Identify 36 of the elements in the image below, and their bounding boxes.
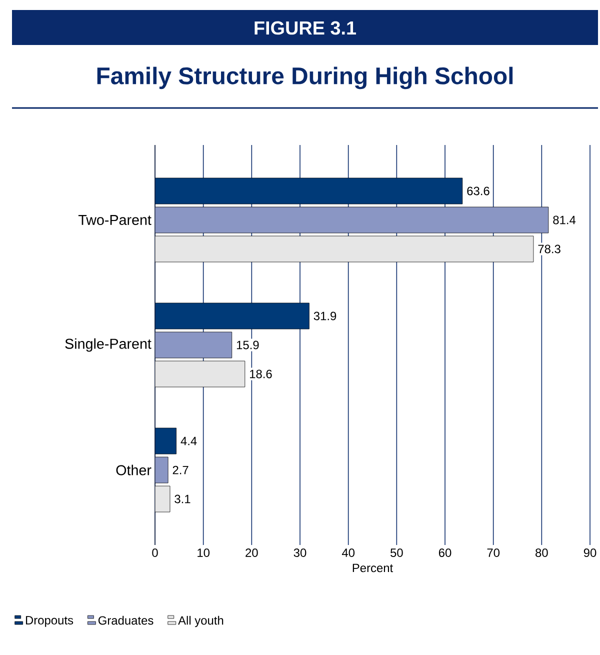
legend-label: Dropouts — [26, 616, 74, 627]
data-label: 81.4 — [553, 216, 576, 224]
bar — [155, 302, 310, 330]
x-tick-label: 40 — [342, 548, 355, 557]
y-tick-label: Single-Parent — [65, 338, 152, 352]
x-tick-label: 30 — [294, 548, 306, 557]
bar — [155, 206, 549, 234]
data-label: 2.7 — [172, 466, 188, 474]
x-tick-label: 20 — [246, 548, 258, 557]
bar — [155, 332, 232, 358]
data-label: 3.1 — [174, 494, 190, 504]
x-tick-label: 90 — [584, 548, 596, 557]
x-tick-label: 0 — [152, 548, 158, 557]
bar — [155, 428, 176, 454]
x-tick-label: 60 — [438, 548, 452, 557]
data-label: 18.6 — [250, 370, 272, 378]
y-tick-label: Other — [116, 464, 152, 476]
x-axis-title: Percent — [352, 564, 394, 572]
data-label: 31.9 — [314, 312, 336, 320]
data-label: 78.3 — [538, 244, 560, 254]
y-tick-label: Two-Parent — [78, 214, 152, 225]
x-tick-label: 80 — [536, 548, 548, 557]
legend-label: All youth — [178, 616, 224, 628]
bar — [155, 236, 534, 262]
bar — [155, 178, 463, 204]
legend-label: Graduates — [98, 616, 154, 625]
data-label: 15.9 — [236, 340, 259, 350]
x-tick-label: 50 — [390, 548, 403, 557]
data-label: 63.6 — [467, 186, 490, 196]
caption: FIGURE 3.1 — [254, 21, 356, 35]
x-tick-label: 70 — [487, 548, 500, 557]
x-tick-label: 10 — [198, 548, 210, 557]
chart-title: Family Structure During High School — [97, 66, 513, 90]
data-label: 4.4 — [180, 436, 197, 446]
bar — [155, 360, 246, 388]
bar — [155, 486, 170, 512]
